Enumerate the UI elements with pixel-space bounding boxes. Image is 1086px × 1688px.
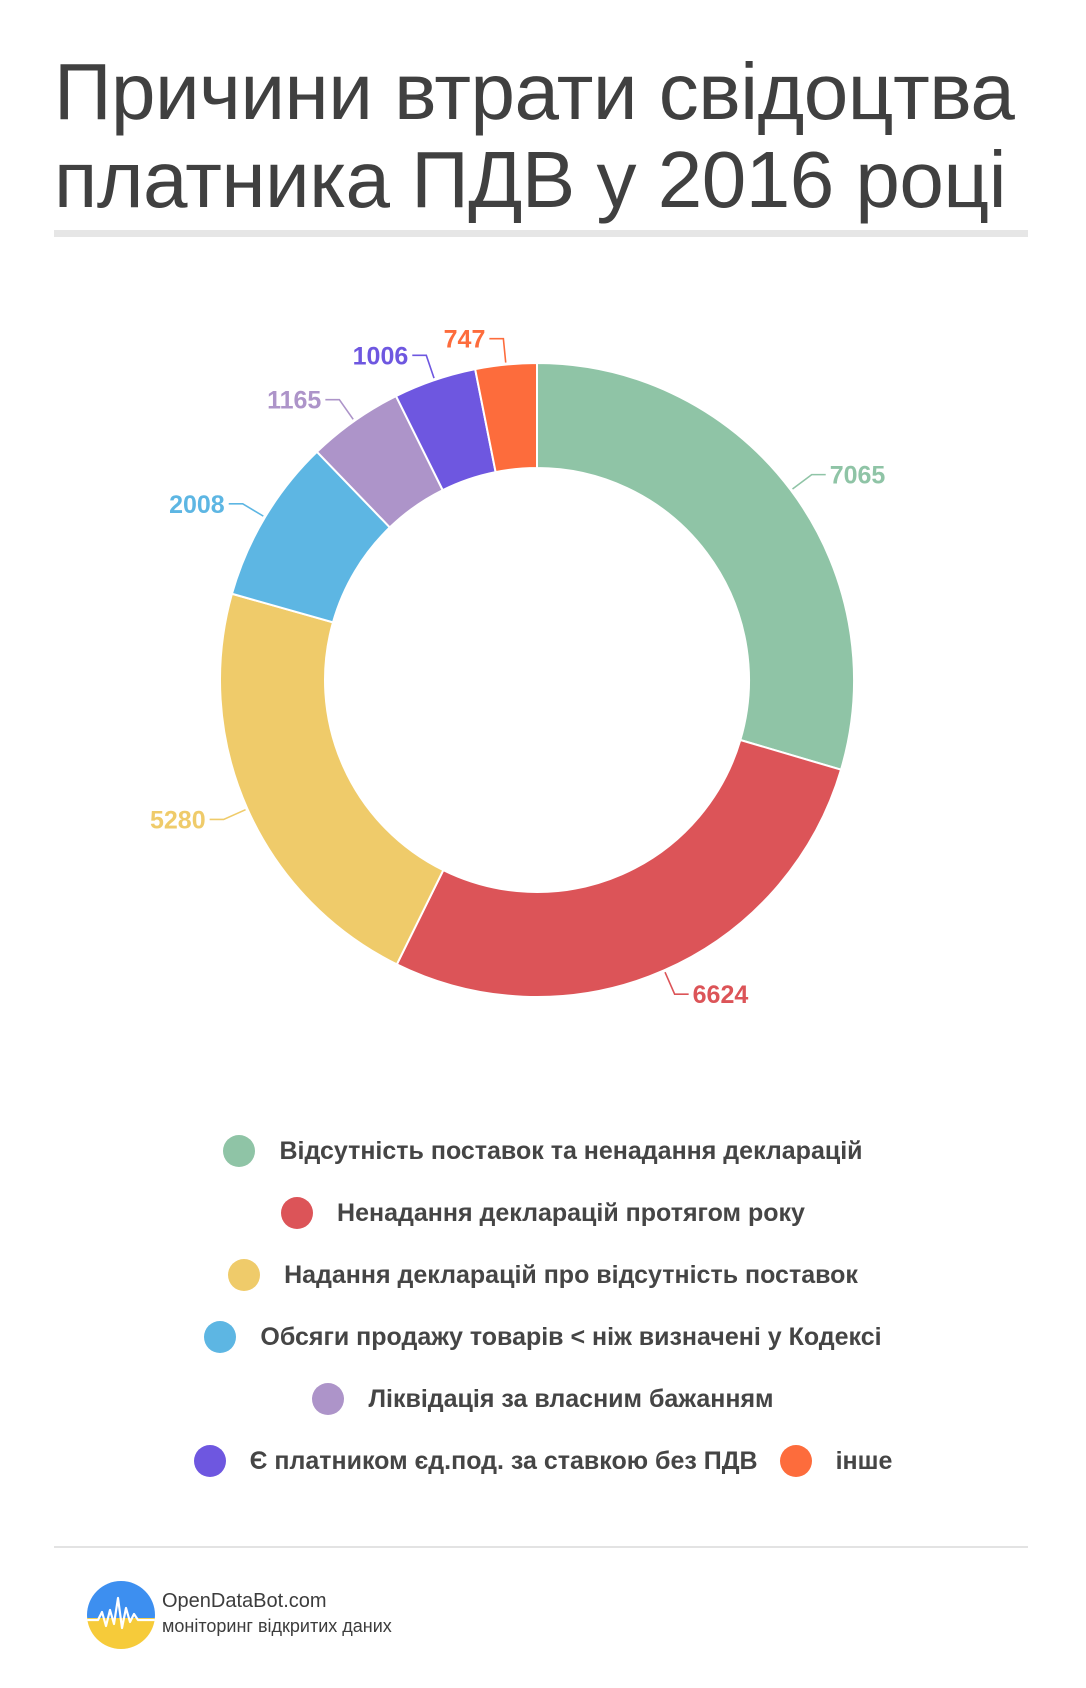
- legend-label: Ліквідація за власним бажанням: [368, 1384, 774, 1413]
- slice-1: [536, 361, 855, 771]
- legend-label: інше: [835, 1446, 893, 1475]
- legend-label: Обсяги продажу товарів < ніж визначені у…: [260, 1322, 882, 1351]
- legend-label: Надання декларацій про відсутність поста…: [284, 1260, 858, 1289]
- value-label-4: 2008: [169, 491, 225, 519]
- legend-row: Обсяги продажу товарів < ніж визначені у…: [0, 1321, 1086, 1353]
- slice-3: [219, 592, 445, 966]
- legend-swatch-icon: [223, 1135, 256, 1167]
- legend-row: Відсутність поставок та ненадання деклар…: [0, 1135, 1086, 1167]
- legend-row: Ліквідація за власним бажанням: [0, 1383, 1086, 1415]
- chart-title: Причини втрати свідоцтва платника ПДВ у …: [54, 48, 1044, 224]
- title-line-2: платника ПДВ у 2016 році: [54, 135, 1006, 224]
- donut-chart: 7065 6624 5280 2008 1165 1006 747: [150, 326, 886, 1010]
- slice-2: [395, 738, 843, 998]
- value-label-6: 1006: [353, 342, 409, 370]
- leader-line-5: [325, 398, 354, 420]
- legend-label: Відсутність поставок та ненадання деклар…: [279, 1136, 863, 1165]
- legend-item: Є платником єд.под. за ставкою без ПДВ: [193, 1445, 758, 1477]
- slice-7: [473, 361, 538, 474]
- leader-line-4: [228, 502, 264, 517]
- leader-line-7: [489, 337, 507, 363]
- legend-item: Надання декларацій про відсутність поста…: [228, 1259, 858, 1291]
- value-label-2: 6624: [693, 981, 749, 1009]
- opendatabot-logo-icon: [87, 1581, 155, 1649]
- value-label-5: 1165: [267, 387, 321, 415]
- legend-row: Є платником єд.под. за ставкою без ПДВ ін…: [0, 1445, 1086, 1477]
- brand-name: OpenDataBot.com: [162, 1590, 327, 1612]
- legend-swatch-icon: [228, 1259, 261, 1291]
- legend-item: Обсяги продажу товарів < ніж визначені у…: [204, 1321, 882, 1353]
- footer-divider: [54, 1546, 1028, 1548]
- leader-line-3: [209, 808, 246, 821]
- title-line-1: Причини втрати свідоцтва: [54, 47, 1015, 136]
- legend-item: Ненадання декларацій протягом року: [281, 1197, 805, 1229]
- brand-tagline: моніторинг відкритих даних: [162, 1616, 392, 1636]
- value-label-3: 5280: [150, 806, 206, 834]
- leader-line-2: [664, 971, 689, 995]
- legend-row: Ненадання декларацій протягом року: [0, 1197, 1086, 1229]
- value-label-1: 7065: [830, 462, 886, 490]
- legend-label: Є платником єд.под. за ставкою без ПДВ: [249, 1446, 758, 1475]
- title-divider: [54, 230, 1028, 237]
- value-label-7: 747: [444, 326, 486, 354]
- legend-item: Ліквідація за власним бажанням: [312, 1383, 774, 1415]
- legend-swatch-icon: [779, 1445, 812, 1477]
- legend-swatch-icon: [204, 1321, 237, 1353]
- legend-swatch-icon: [281, 1197, 314, 1229]
- footer-brand: OpenDataBot.com моніторинг відкритих дан…: [86, 1580, 586, 1660]
- leader-line-6: [412, 354, 435, 379]
- legend-row: Надання декларацій про відсутність поста…: [0, 1259, 1086, 1291]
- legend-swatch-icon: [312, 1383, 345, 1415]
- legend-item: Відсутність поставок та ненадання деклар…: [223, 1135, 863, 1167]
- legend-label: Ненадання декларацій протягом року: [337, 1198, 805, 1227]
- legend-item: інше: [779, 1445, 893, 1477]
- legend-swatch-icon: [193, 1445, 226, 1477]
- leader-line-1: [792, 473, 826, 490]
